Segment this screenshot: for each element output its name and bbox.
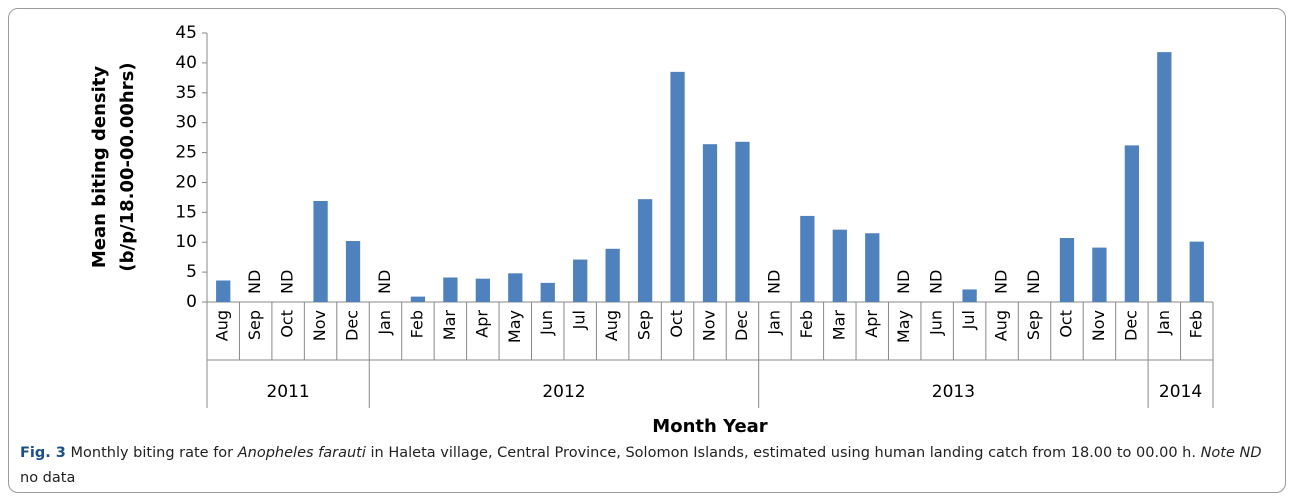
x-tick-label: Jan	[764, 310, 783, 336]
caption-label: Fig. 3	[20, 445, 66, 461]
group-label: 2012	[542, 382, 585, 402]
y-axis-title: Mean biting density	[89, 66, 110, 269]
y-tick-label: 35	[175, 83, 197, 103]
x-tick-label: Oct	[1056, 310, 1075, 338]
caption-text: in Haleta village, Central Province, Sol…	[365, 445, 1201, 461]
x-tick-label: Mar	[440, 310, 459, 341]
x-tick-label: Dec	[732, 310, 751, 341]
bar	[573, 259, 588, 302]
group-label: 2014	[1159, 382, 1202, 402]
x-tick-label: Nov	[310, 310, 329, 341]
bar	[475, 278, 490, 302]
x-tick-label: Jul	[570, 310, 589, 330]
chart: Mean biting density (b/p/18.00-00.00hrs)…	[89, 23, 1214, 437]
x-axis-title: Month Year	[652, 416, 768, 437]
bar	[345, 241, 361, 302]
caption-text: no data	[20, 470, 76, 486]
bar	[735, 141, 750, 302]
bar	[1189, 241, 1204, 302]
bar	[1157, 52, 1172, 302]
bar	[1059, 238, 1075, 302]
x-tick-label: Jan	[375, 310, 394, 336]
x-tick-label: May	[505, 310, 524, 343]
bar	[443, 277, 458, 302]
data-label: ND	[992, 270, 1011, 294]
bar	[702, 144, 718, 302]
x-tick-label: Feb	[797, 310, 816, 338]
bar	[865, 233, 880, 302]
x-tick-label: Dec	[343, 310, 362, 341]
x-tick-label: Sep	[245, 310, 264, 340]
bar	[313, 200, 328, 302]
x-tick-label: Apr	[862, 310, 881, 338]
bar	[1092, 247, 1107, 302]
x-tick-label: Aug	[992, 310, 1011, 341]
x-tick-label: Dec	[1121, 310, 1140, 341]
bar	[962, 289, 977, 302]
data-label: ND	[764, 270, 783, 294]
bar	[508, 273, 523, 302]
x-tick-label: Sep	[635, 310, 654, 340]
bar	[540, 282, 555, 302]
x-tick-label: Nov	[700, 310, 719, 341]
x-tick-label: Aug	[213, 310, 232, 341]
bar	[605, 248, 620, 302]
group-label: 2013	[932, 382, 975, 402]
y-tick-label: 15	[175, 202, 197, 222]
bar	[410, 296, 426, 302]
bar	[1124, 145, 1140, 302]
x-tick-label: Jan	[1154, 310, 1173, 336]
y-tick-label: 20	[175, 172, 197, 192]
y-tick-label: 25	[175, 143, 197, 163]
x-tick-label: Feb	[1186, 310, 1205, 338]
bar	[832, 229, 847, 302]
bar	[800, 215, 815, 302]
figure-frame	[8, 8, 1286, 493]
caption-species: Anopheles farauti	[237, 445, 366, 461]
data-label: ND	[375, 270, 394, 294]
y-tick-label: 45	[175, 23, 197, 43]
x-tick-label: Sep	[1024, 310, 1043, 340]
data-label: ND	[278, 270, 297, 294]
x-tick-label: Aug	[602, 310, 621, 341]
bar	[637, 199, 653, 302]
x-tick-label: Jun	[927, 310, 946, 336]
y-tick-label: 30	[175, 113, 197, 133]
data-label: ND	[245, 270, 264, 294]
x-tick-label: Jul	[959, 310, 978, 330]
y-tick-label: 0	[186, 292, 197, 312]
data-label: ND	[1024, 270, 1043, 294]
caption: Fig. 3 Monthly biting rate for Anopheles…	[20, 441, 1270, 491]
x-tick-label: Mar	[829, 310, 848, 341]
data-label: ND	[894, 270, 913, 294]
x-tick-label: Apr	[472, 310, 491, 338]
bar	[670, 71, 685, 302]
x-tick-label: May	[894, 310, 913, 343]
y-tick-label: 5	[186, 262, 197, 282]
group-label: 2011	[266, 382, 309, 402]
bar	[216, 280, 231, 302]
x-tick-label: Feb	[407, 310, 426, 338]
x-tick-label: Oct	[667, 310, 686, 338]
x-tick-label: Jun	[537, 310, 556, 336]
data-label: ND	[927, 270, 946, 294]
y-axis-title: (b/p/18.00-00.00hrs)	[117, 62, 138, 271]
x-tick-label: Oct	[278, 310, 297, 338]
x-tick-label: Nov	[1089, 310, 1108, 341]
y-tick-label: 40	[175, 53, 197, 73]
caption-text: Monthly biting rate for	[65, 445, 238, 461]
y-tick-label: 10	[175, 232, 197, 252]
caption-note: Note ND	[1200, 445, 1262, 461]
